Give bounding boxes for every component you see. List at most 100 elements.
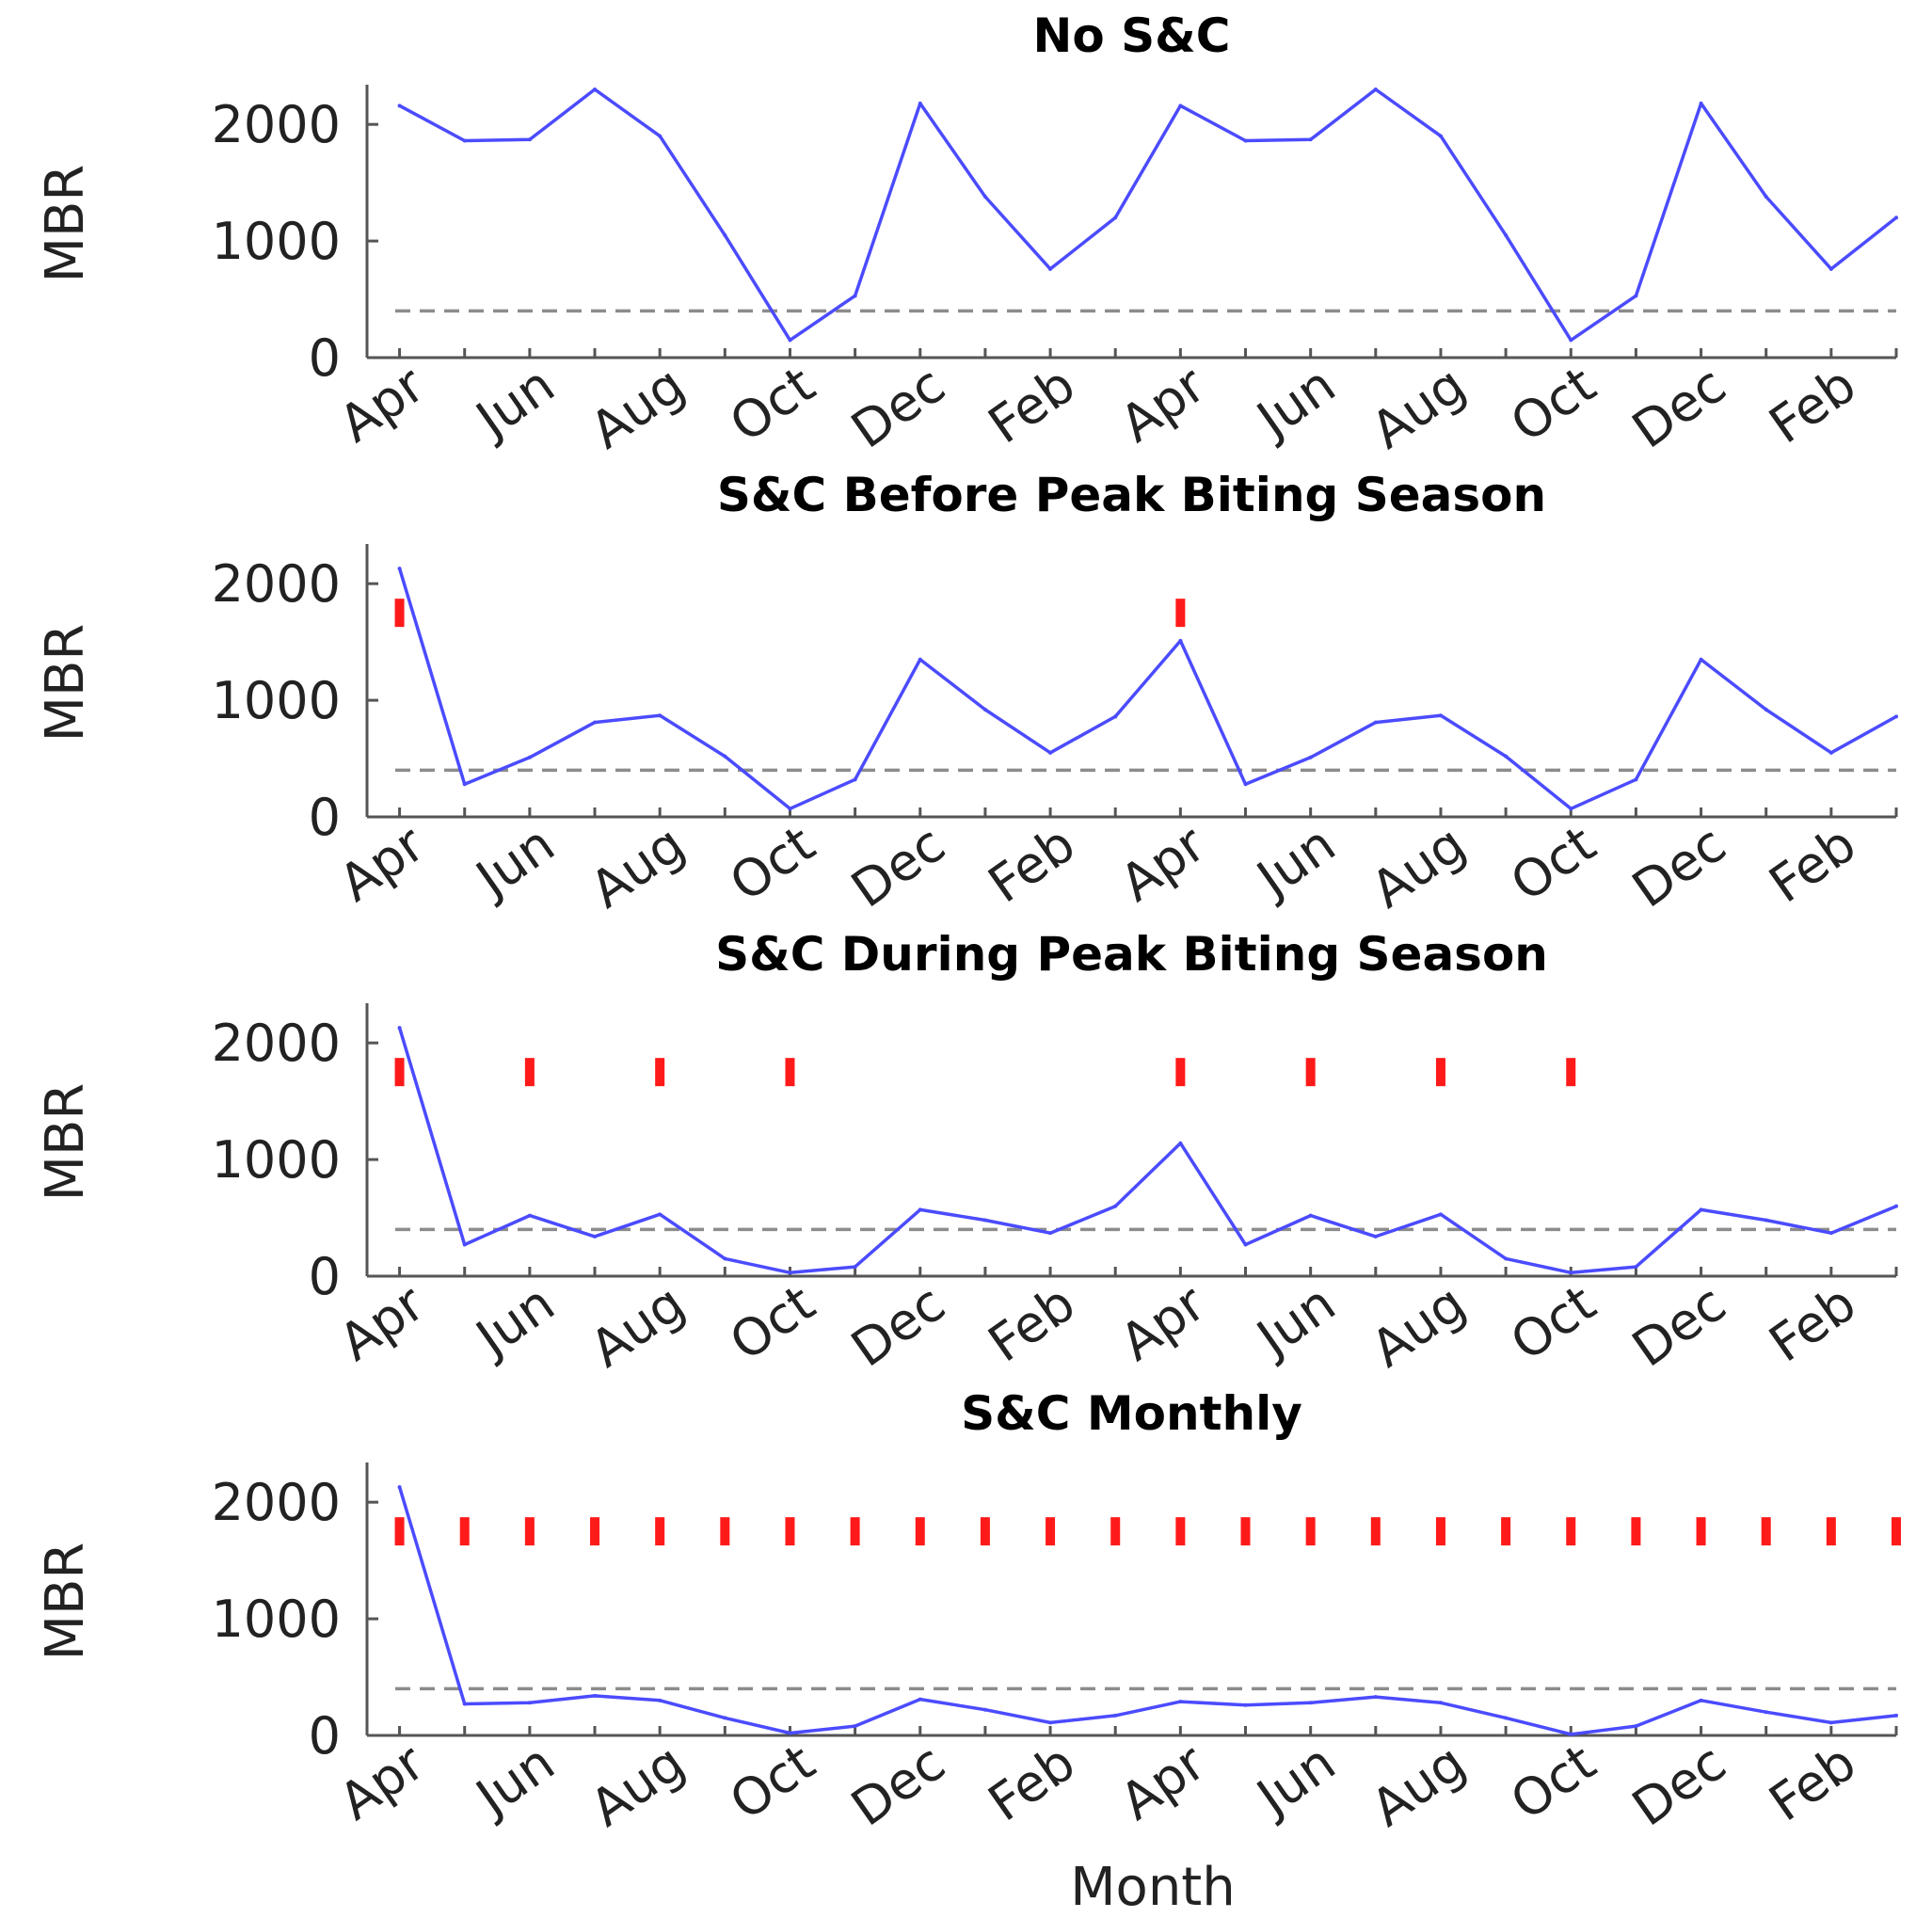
mbr-data-point: [1048, 1720, 1053, 1725]
x-tick-label: Feb: [978, 1273, 1085, 1373]
sc-event-marker: [850, 1517, 860, 1546]
panel-title: S&C Before Peak Biting Season: [717, 468, 1546, 522]
x-tick-label: Apr: [1110, 355, 1216, 455]
x-tick-label: Jun: [1244, 1733, 1346, 1829]
sc-event-marker: [1110, 1517, 1121, 1546]
y-tick-label: 1000: [212, 1130, 341, 1190]
mbr-data-point: [918, 657, 922, 662]
mbr-data-point: [658, 134, 663, 138]
x-tick-label: Oct: [719, 355, 825, 454]
mbr-data-point: [527, 1701, 532, 1705]
x-tick-label: Jun: [464, 1273, 566, 1369]
panel-title: S&C Monthly: [961, 1386, 1302, 1441]
mbr-data-point: [982, 195, 987, 199]
x-tick-label: Aug: [1361, 355, 1477, 460]
mbr-data-point: [1243, 782, 1248, 787]
mbr-data-point: [1699, 1207, 1703, 1212]
x-tick-label: Dec: [840, 1273, 955, 1379]
mbr-data-point: [593, 1234, 598, 1239]
mbr-data-point: [1308, 137, 1313, 142]
x-tick-label: Dec: [1621, 814, 1736, 919]
mbr-data-point: [1113, 216, 1118, 220]
mbr-data-point: [1828, 266, 1833, 271]
x-tick-label: Apr: [1110, 814, 1216, 914]
mbr-data-point: [1828, 1231, 1833, 1236]
mbr-data-point: [1569, 1732, 1573, 1736]
mbr-data-point: [1894, 216, 1898, 220]
mbr-data-point: [1048, 750, 1053, 755]
x-tick-label: Dec: [1621, 1273, 1736, 1379]
mbr-data-point: [1113, 1204, 1118, 1208]
mbr-data-point: [1243, 1242, 1248, 1247]
x-tick-label: Dec: [1621, 1733, 1736, 1838]
x-tick-label: Jun: [464, 814, 566, 910]
y-tick-label: 1000: [212, 1590, 341, 1649]
mbr-data-point: [918, 1697, 922, 1702]
y-axis-label: MBR: [35, 1083, 96, 1202]
x-tick-label: Feb: [1759, 814, 1866, 914]
mbr-series-line: [397, 567, 1897, 811]
mbr-data-point: [788, 338, 792, 343]
mbr-data-point: [1178, 104, 1183, 108]
mbr-data-point: [658, 1698, 663, 1702]
mbr-data-point: [1504, 1716, 1509, 1720]
sc-event-marker: [459, 1517, 470, 1546]
x-tick-label: Jun: [1244, 355, 1346, 451]
sc-event-marker: [1175, 1058, 1186, 1087]
x-axis-label: Month: [1070, 1857, 1236, 1918]
mbr-data-point: [1178, 638, 1183, 643]
x-tick-label: Apr: [1110, 1733, 1216, 1832]
sc-event-marker: [1435, 1058, 1445, 1087]
mbr-data-point: [1894, 1204, 1898, 1208]
mbr-data-point: [982, 708, 987, 711]
x-tick-label: Jun: [1244, 814, 1346, 910]
x-tick-label: Oct: [719, 1273, 825, 1372]
mbr-data-point: [918, 101, 922, 105]
x-tick-label: Apr: [328, 814, 435, 914]
y-tick-label: 2000: [212, 554, 341, 614]
panel-title: S&C During Peak Biting Season: [715, 927, 1548, 982]
x-tick-label: Oct: [1500, 814, 1606, 913]
mbr-data-point: [723, 1256, 727, 1261]
y-tick-label: 1000: [212, 212, 341, 271]
y-axis-label: MBR: [35, 624, 96, 743]
x-tick-label: Dec: [840, 1733, 955, 1838]
mbr-data-point: [723, 1716, 727, 1720]
mbr-data-point: [853, 294, 857, 298]
sc-event-marker: [1761, 1517, 1771, 1546]
x-tick-label: Oct: [1500, 1273, 1606, 1372]
mbr-data-point: [1699, 101, 1703, 105]
sc-event-marker: [1175, 599, 1186, 628]
sc-event-marker: [1631, 1517, 1641, 1546]
mbr-data-point: [527, 137, 532, 142]
y-tick-label: 2000: [212, 95, 341, 154]
sc-event-marker: [1566, 1517, 1576, 1546]
mbr-series-line: [397, 1027, 1897, 1275]
x-tick-label: Apr: [1110, 1273, 1216, 1373]
sc-event-marker: [1370, 1517, 1381, 1546]
y-tick-label: 0: [309, 1247, 341, 1306]
x-tick-label: Apr: [328, 355, 435, 455]
sc-event-marker: [785, 1517, 795, 1546]
sc-event-marker: [720, 1517, 730, 1546]
x-tick-label: Jun: [464, 1733, 566, 1829]
mbr-series-line: [398, 88, 1898, 343]
sc-event-marker: [1046, 1517, 1056, 1546]
mbr-data-point: [1634, 777, 1638, 782]
sc-event-marker: [1566, 1058, 1576, 1087]
y-axis-label: MBR: [35, 165, 96, 283]
sc-event-marker: [915, 1517, 925, 1546]
sc-event-marker: [655, 1517, 665, 1546]
x-tick-label: Apr: [328, 1733, 435, 1832]
mbr-data-point: [1764, 1710, 1768, 1715]
mbr-data-point: [1373, 88, 1378, 91]
mbr-data-point: [982, 1707, 987, 1712]
mbr-data-point: [1634, 294, 1638, 298]
mbr-data-point: [1699, 657, 1703, 662]
x-tick-label: Feb: [1759, 355, 1866, 455]
mbr-data-point: [1438, 134, 1443, 138]
mbr-data-point: [1438, 1212, 1443, 1217]
x-tick-label: Aug: [1361, 814, 1477, 919]
mbr-data-point: [1699, 1698, 1703, 1702]
x-tick-label: Aug: [580, 1273, 695, 1379]
